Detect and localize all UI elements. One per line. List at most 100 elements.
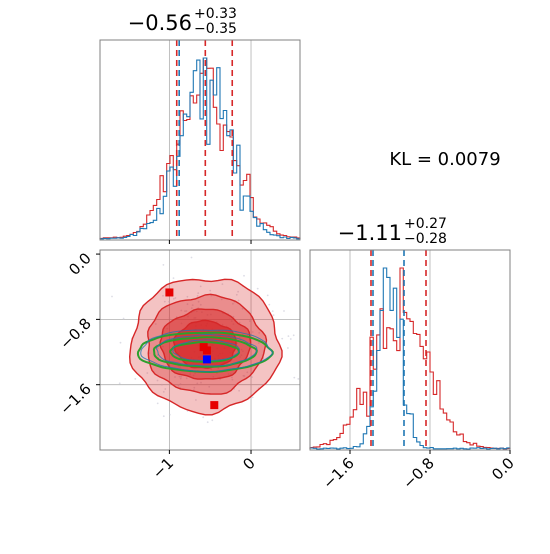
sample-point — [179, 383, 182, 385]
sample-point — [237, 299, 240, 302]
sample-point — [179, 377, 182, 380]
sample-point — [168, 317, 171, 319]
sample-point — [190, 307, 193, 309]
sample-point — [185, 310, 188, 312]
sample-point — [162, 415, 165, 418]
panel-bottom-right-histogram: −1.11 +0.27−0.28 −1.6 −0.8 0.0 — [309, 216, 518, 493]
sample-point — [178, 375, 181, 378]
x-tick-label: −1.6 — [319, 454, 357, 492]
sample-point — [237, 290, 240, 293]
sample-point — [161, 383, 163, 386]
sample-point — [256, 287, 259, 290]
panel-frame — [99, 249, 301, 451]
sample-point — [258, 332, 261, 334]
sample-point — [168, 300, 171, 303]
sample-point — [202, 416, 205, 419]
panel-frame — [99, 39, 301, 241]
marker-red — [202, 346, 211, 355]
sample-point — [186, 303, 189, 306]
sample-point — [241, 307, 244, 310]
sample-point — [186, 295, 189, 298]
sample-point — [180, 375, 183, 378]
sample-point — [243, 274, 245, 277]
y-tick-label: −0.8 — [56, 314, 94, 352]
sample-point — [134, 378, 137, 380]
sample-point — [266, 294, 269, 297]
sample-point — [157, 347, 160, 349]
sample-point — [231, 376, 233, 379]
marker-red — [165, 288, 174, 297]
sample-point — [211, 419, 214, 422]
sample-point — [195, 399, 197, 401]
sample-point — [231, 378, 234, 381]
sample-point — [196, 295, 199, 297]
sample-point — [208, 385, 211, 388]
x-tick-label: 0.0 — [488, 454, 518, 484]
contour-blue — [172, 339, 240, 362]
sample-point — [174, 376, 176, 378]
contour-blue — [156, 333, 258, 367]
sample-point — [251, 396, 254, 399]
sample-point — [168, 413, 171, 416]
x-tick-label: 0 — [239, 454, 258, 473]
sample-point — [156, 354, 159, 356]
histogram-blue — [99, 57, 301, 240]
sample-point — [271, 310, 274, 312]
sample-point — [156, 402, 159, 405]
panel-frame — [309, 249, 511, 451]
sample-point — [185, 377, 188, 380]
sample-point — [164, 388, 167, 390]
sample-point — [197, 300, 200, 303]
sample-point — [283, 310, 285, 312]
panel-title-lower-error: −0.35 — [194, 21, 237, 37]
sample-point — [292, 334, 295, 337]
panel-title: −1.11 — [338, 221, 402, 245]
sample-point — [172, 297, 175, 300]
contour-blue — [140, 329, 273, 373]
sample-point — [190, 256, 193, 259]
panel-contour: −1 0 0.0 −0.8 −1.6 — [56, 249, 301, 482]
sample-point — [162, 294, 164, 297]
marker-red — [210, 401, 219, 410]
panel-title-upper-error: +0.27 — [404, 216, 447, 232]
sample-point — [206, 421, 209, 424]
sample-point — [119, 341, 122, 344]
sample-point — [257, 342, 260, 344]
sample-point — [268, 303, 271, 306]
sample-point — [177, 384, 180, 387]
sample-point — [154, 323, 157, 325]
kl-label: KL = 0.0079 — [389, 149, 500, 170]
sample-point — [272, 314, 275, 316]
sample-point — [287, 335, 290, 337]
sample-point — [193, 386, 196, 389]
sample-point — [209, 289, 212, 292]
sample-point — [156, 379, 159, 382]
sample-point — [174, 297, 177, 299]
sample-point — [118, 382, 121, 385]
sample-point — [191, 304, 194, 306]
sample-point — [221, 283, 224, 285]
sample-point — [196, 382, 199, 385]
sample-point — [180, 309, 183, 312]
histogram-red — [309, 267, 511, 450]
sample-point — [200, 381, 202, 384]
panel-title-lower-error: −0.28 — [404, 231, 447, 247]
panel-title-upper-error: +0.33 — [194, 6, 237, 22]
x-tick-label: −0.8 — [399, 454, 437, 492]
sample-point — [251, 331, 254, 333]
marker-blue — [202, 355, 211, 364]
sample-point — [199, 285, 202, 288]
sample-point — [297, 378, 300, 380]
sample-point — [232, 302, 234, 305]
sample-point — [122, 317, 125, 320]
sample-point — [163, 300, 166, 303]
sample-point — [162, 391, 165, 393]
sample-point — [111, 295, 113, 298]
contour-green — [169, 341, 241, 363]
y-tick-label: 0.0 — [65, 249, 95, 279]
sample-point — [287, 347, 289, 349]
sample-point — [148, 352, 151, 355]
panel-title: −0.56 — [128, 11, 192, 35]
sample-point — [293, 376, 296, 379]
